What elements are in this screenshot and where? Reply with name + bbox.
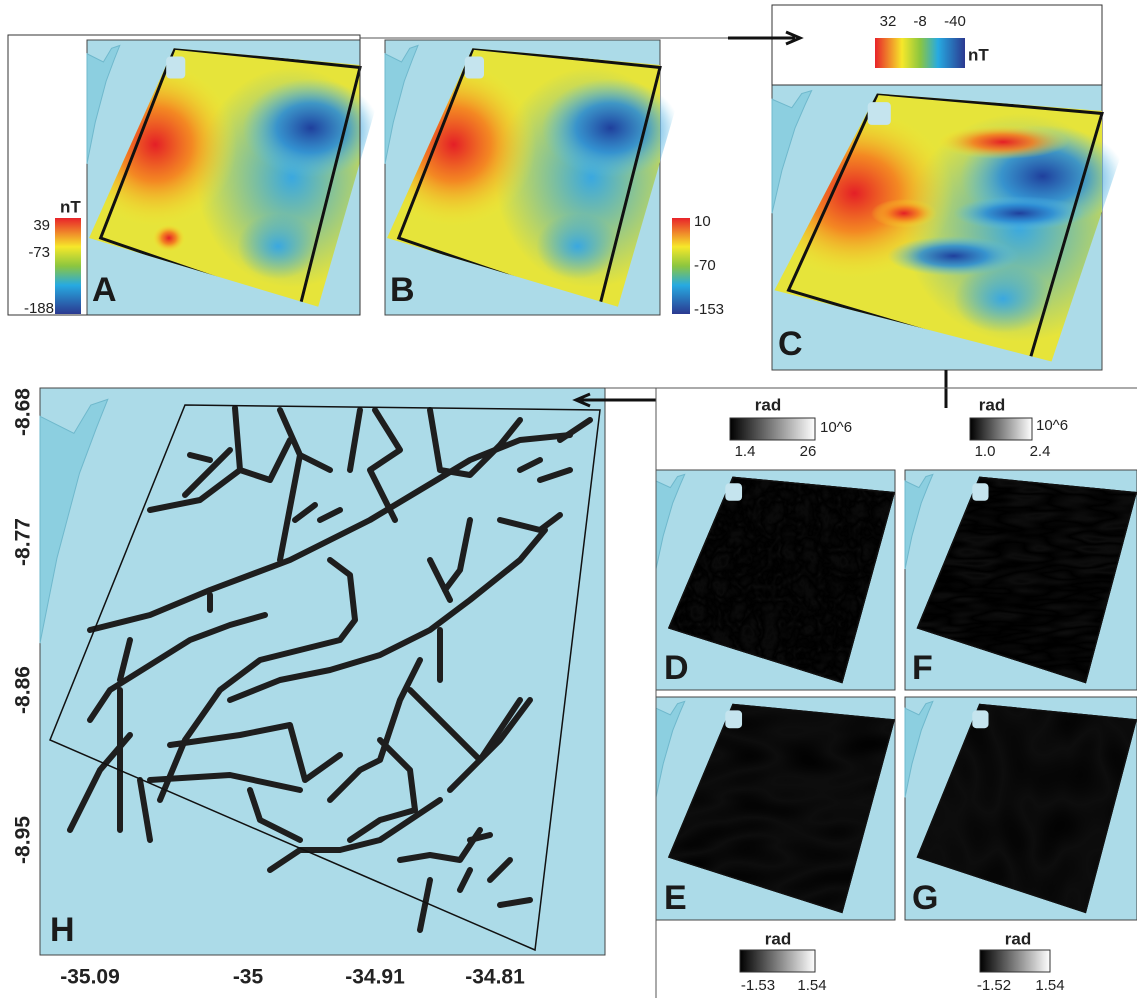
map [655, 696, 896, 921]
colorbar-b [672, 218, 690, 314]
unit: nT [968, 45, 989, 64]
data-gap [972, 483, 989, 501]
unit: rad [979, 395, 1005, 414]
arrow [728, 30, 804, 46]
blob [237, 213, 320, 280]
panel-label: B [390, 271, 415, 309]
blob [953, 264, 1053, 333]
tick: 32 [880, 13, 897, 30]
frame-c-legend [771, 4, 1103, 86]
y-tick-label: -8.95 [12, 816, 35, 864]
outline [667, 703, 895, 914]
map [904, 469, 1137, 691]
data-gap [972, 710, 989, 729]
data-gap [464, 56, 484, 79]
map [904, 696, 1137, 921]
map [86, 39, 388, 316]
colorbar-g [979, 949, 1051, 973]
coastline [384, 44, 419, 164]
y-tick-label: -8.86 [12, 666, 35, 714]
colorbar-d [729, 417, 816, 441]
x-tick-label: -34.81 [465, 966, 525, 989]
blob [152, 224, 186, 252]
blob [871, 199, 937, 228]
x-tick-label: -35.09 [60, 966, 120, 989]
blob [242, 78, 380, 178]
anomaly [89, 48, 388, 307]
data-gap [725, 710, 743, 729]
tick: 10 [694, 213, 711, 230]
panel-label: E [664, 879, 687, 917]
coastline [904, 473, 934, 570]
coastline [904, 700, 934, 798]
tick: -153 [694, 301, 724, 318]
x-tick-label: -35 [233, 966, 264, 989]
map [771, 84, 1135, 371]
tick: 1.54 [797, 977, 826, 994]
tick: -1.53 [741, 977, 775, 994]
scale: 10^6 [1036, 417, 1068, 434]
tick: -8 [913, 13, 926, 30]
survey-outline [49, 404, 601, 952]
colorbar-a [55, 218, 81, 314]
coastline [39, 398, 109, 644]
scale: 10^6 [820, 419, 852, 436]
coastline [771, 89, 813, 214]
tick: -70 [694, 257, 716, 274]
tick: 1.4 [735, 443, 756, 460]
unit: rad [1005, 929, 1031, 948]
arrow [572, 392, 656, 408]
tick: -1.52 [977, 977, 1011, 994]
data-gap [166, 56, 186, 79]
colorbar-f [969, 417, 1033, 441]
panel-label: A [92, 271, 117, 309]
blob [536, 213, 619, 280]
coastline [86, 44, 121, 164]
blob [887, 236, 1020, 276]
y-tick-label: -8.68 [12, 388, 35, 436]
tick: 1.0 [975, 443, 996, 460]
colorbar-e [739, 949, 816, 973]
panel-label: D [664, 649, 689, 687]
data-gap [725, 483, 743, 501]
blob [937, 124, 1069, 160]
tick: -188 [24, 300, 54, 317]
colorbar-c [875, 38, 965, 68]
map [655, 469, 896, 691]
panel-label: C [778, 325, 803, 363]
blob [953, 196, 1086, 231]
coastline [655, 473, 686, 570]
outline [667, 476, 895, 684]
lineaments [67, 405, 593, 933]
unit: nT [60, 197, 81, 216]
frame-right [605, 387, 1137, 998]
tick: -40 [944, 13, 966, 30]
frame-a [7, 34, 361, 316]
tick: -73 [28, 244, 50, 261]
unit: rad [755, 395, 781, 414]
tick: 39 [33, 217, 50, 234]
unit: rad [765, 929, 791, 948]
panel-label: H [50, 911, 75, 949]
map-panels [39, 39, 1137, 956]
tick: 2.4 [1030, 443, 1051, 460]
panel-label: F [912, 649, 933, 687]
map [384, 39, 688, 316]
coastline [655, 700, 686, 798]
tick: 1.54 [1035, 977, 1064, 994]
panel-label: G [912, 879, 938, 917]
anomaly [774, 93, 1135, 362]
y-tick-label: -8.77 [12, 518, 35, 566]
x-tick-label: -34.91 [345, 966, 405, 989]
blob [541, 78, 680, 178]
data-gap [867, 102, 891, 125]
tick: 26 [800, 443, 817, 460]
